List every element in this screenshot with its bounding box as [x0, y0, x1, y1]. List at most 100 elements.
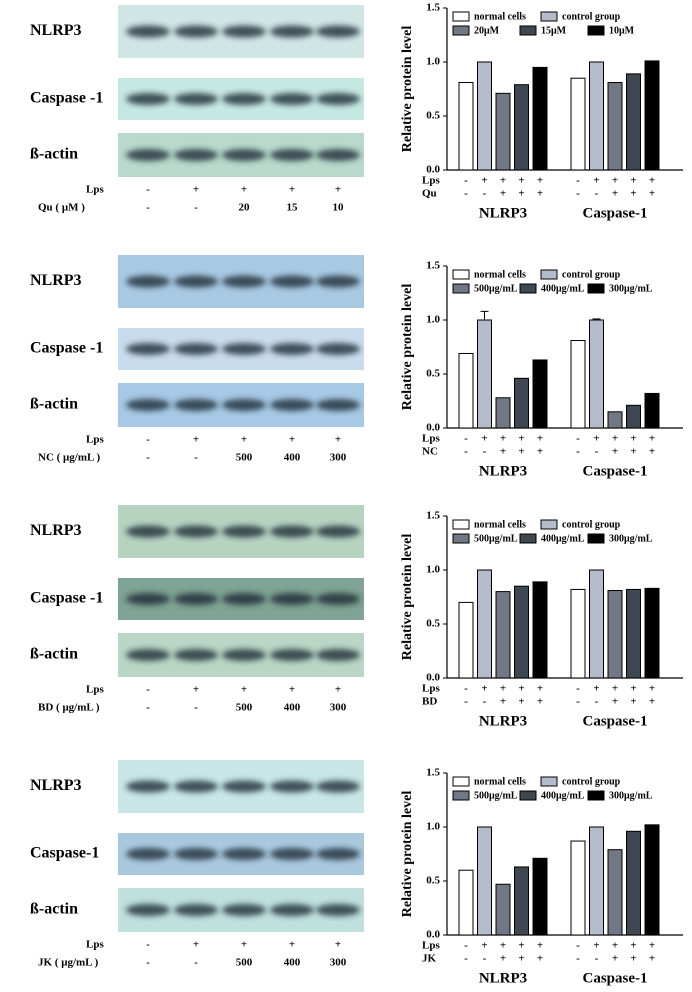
lane-label: -	[146, 702, 150, 714]
blot-band	[222, 780, 266, 793]
treatment-label: BD	[422, 696, 437, 708]
blot-band	[222, 904, 266, 916]
y-tick-label: 0.5	[426, 368, 440, 380]
blot-band	[126, 780, 170, 793]
treatment-sign: +	[612, 940, 618, 952]
treatment-label: Qu	[422, 188, 437, 200]
legend-label: 400μg/mL	[541, 533, 585, 544]
legend-label: 300μg/mL	[609, 790, 653, 801]
treatment-sign: -	[576, 953, 580, 965]
treatment-sign: +	[518, 696, 524, 708]
treatment-sign: -	[483, 446, 487, 458]
lane-label: +	[241, 939, 247, 951]
y-tick-label: 0.5	[426, 875, 440, 887]
lane-label: 300	[330, 702, 347, 714]
lane-label: 400	[284, 452, 301, 464]
blot-band	[126, 149, 170, 161]
legend-label: 400μg/mL	[541, 790, 585, 801]
blot-band	[222, 649, 266, 661]
treatment-sign: +	[500, 940, 506, 952]
legend-swatch	[587, 533, 605, 544]
treatment-sign: -	[483, 188, 487, 200]
treatment-sign: +	[612, 188, 618, 200]
lane-label: -	[146, 452, 150, 464]
treatment-sign: -	[576, 188, 580, 200]
legend-label: 20μM	[474, 25, 500, 36]
lane-label: +	[241, 684, 247, 696]
bar	[532, 66, 548, 171]
condition-label: Lps	[86, 184, 104, 196]
treatment-sign: -	[464, 696, 468, 708]
bar	[570, 340, 586, 429]
lane-label: -	[146, 202, 150, 214]
lane-label: -	[146, 939, 150, 951]
treatment-sign: +	[481, 940, 487, 952]
y-axis-label: Relative protein level	[400, 791, 415, 918]
lane-label: -	[194, 702, 198, 714]
lane-label: +	[289, 434, 295, 446]
blot-band	[126, 343, 170, 355]
treatment-label: JK	[422, 953, 437, 965]
blot-band	[270, 399, 314, 411]
band-label: Caspase-1	[30, 845, 99, 862]
treatment-sign: +	[630, 188, 636, 200]
blot-band	[270, 93, 314, 105]
treatment-sign: +	[630, 940, 636, 952]
treatment-sign: -	[576, 433, 580, 445]
lane-label: +	[335, 684, 341, 696]
bar	[626, 830, 641, 936]
blot-band	[174, 848, 218, 860]
legend-label: 400μg/mL	[541, 283, 585, 294]
y-tick-label: 1.5	[426, 260, 440, 272]
treatment-sign: +	[537, 188, 543, 200]
blot-band	[316, 149, 360, 161]
bar	[495, 883, 511, 936]
bar	[495, 92, 511, 171]
legend-swatch	[587, 283, 605, 294]
treatment-sign: +	[593, 940, 599, 952]
treatment-sign: -	[464, 953, 468, 965]
band-label: Caspase -1	[30, 590, 103, 607]
treatment-sign: -	[595, 696, 599, 708]
lane-label: -	[146, 184, 150, 196]
group-label: NLRP3	[479, 713, 527, 729]
blot-band	[174, 399, 218, 411]
treatment-sign: +	[481, 175, 487, 187]
treatment-sign: +	[612, 683, 618, 695]
condition-label: NC ( μg/mL )	[38, 452, 100, 464]
bar	[607, 411, 623, 429]
treatment-sign: -	[576, 696, 580, 708]
bar	[514, 377, 529, 429]
bar	[589, 569, 604, 679]
y-tick-label: 1.0	[426, 56, 440, 68]
blot-band	[222, 399, 266, 411]
legend-swatch	[452, 776, 470, 787]
lane-label: -	[146, 434, 150, 446]
lane-label: +	[193, 434, 199, 446]
bar	[477, 319, 492, 429]
blot-band	[174, 649, 218, 661]
legend-swatch	[452, 790, 470, 801]
bar	[495, 591, 511, 679]
blot-band	[316, 525, 360, 538]
blot-band	[222, 525, 266, 538]
bar	[570, 77, 586, 171]
treatment-sign: -	[576, 446, 580, 458]
treatment-sign: +	[500, 446, 506, 458]
bar	[589, 319, 604, 429]
treatment-sign: +	[649, 683, 655, 695]
blot-band	[270, 780, 314, 793]
treatment-sign: +	[630, 696, 636, 708]
treatment-sign: -	[464, 433, 468, 445]
lane-label: +	[335, 434, 341, 446]
group-label: Caspase-1	[582, 463, 647, 479]
blot-band	[316, 780, 360, 793]
treatment-sign: +	[649, 175, 655, 187]
lane-label: 400	[284, 957, 301, 969]
y-tick-label: 1.5	[426, 2, 440, 14]
legend-label: control group	[562, 776, 621, 787]
condition-label: JK ( μg/mL )	[38, 957, 99, 969]
blot-band	[316, 399, 360, 411]
blot-band	[316, 25, 360, 38]
